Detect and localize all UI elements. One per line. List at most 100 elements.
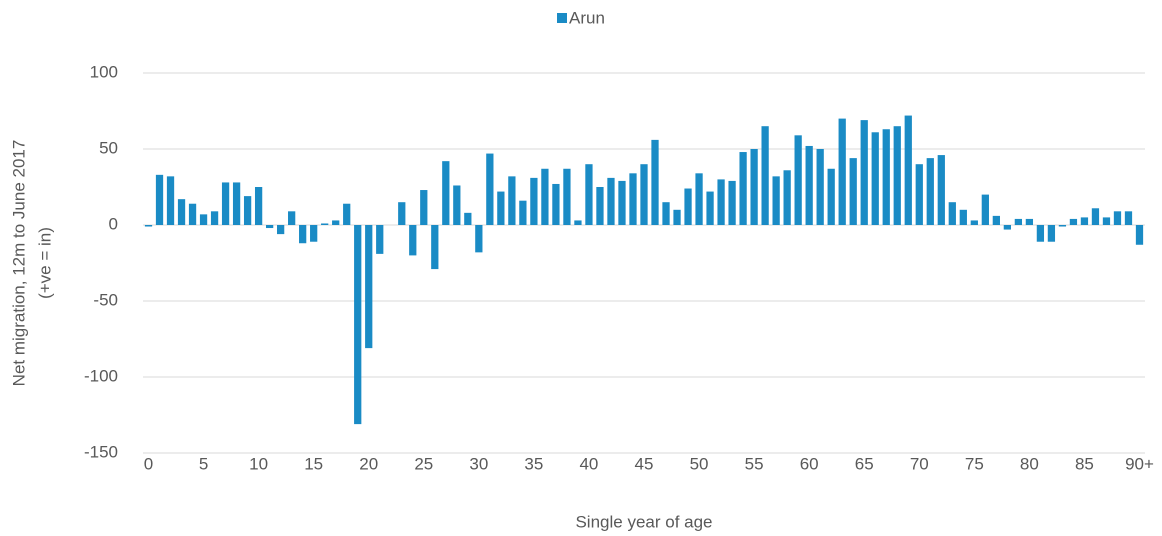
bar: [155, 174, 164, 225]
x-tick-label: 70: [910, 454, 929, 473]
y-tick-label: -150: [84, 442, 118, 461]
x-tick-label: 40: [579, 454, 598, 473]
bar: [277, 225, 285, 235]
bar: [442, 161, 450, 225]
bar: [926, 158, 934, 225]
x-tick-label: 55: [745, 454, 764, 473]
bar: [750, 149, 758, 225]
x-tick-label: 65: [855, 454, 874, 473]
bar: [398, 202, 406, 225]
x-tick-label: 35: [524, 454, 543, 473]
bar: [1047, 225, 1056, 242]
bar: [1058, 225, 1067, 227]
bar: [849, 158, 857, 225]
bar: [1124, 211, 1133, 225]
x-tick-label: 80: [1020, 454, 1039, 473]
bar: [860, 120, 868, 225]
bar: [365, 225, 373, 349]
bar: [1014, 218, 1023, 225]
bar: [1036, 225, 1045, 242]
bar: [970, 220, 978, 225]
bar: [453, 185, 461, 225]
bar: [695, 173, 703, 225]
bar: [530, 177, 538, 225]
bar: [838, 118, 846, 225]
bar: [761, 126, 769, 225]
x-tick-label: 90+: [1125, 454, 1154, 473]
bar: [210, 211, 219, 225]
y-tick-label: 100: [90, 62, 118, 81]
bar: [354, 225, 362, 425]
bar: [871, 132, 879, 225]
bar: [596, 187, 604, 225]
bar: [265, 225, 274, 229]
bar: [310, 225, 318, 242]
bar: [915, 164, 923, 225]
bar: [706, 191, 714, 225]
x-tick-label: 85: [1075, 454, 1094, 473]
bar: [431, 225, 439, 270]
legend-swatch: [557, 13, 567, 23]
bar: [618, 180, 626, 225]
bar: [992, 215, 1000, 225]
bar: [684, 188, 692, 225]
bar: [1113, 211, 1122, 225]
bar: [376, 225, 384, 254]
bar: [409, 225, 417, 256]
bar: [640, 164, 648, 225]
x-tick-label: 10: [249, 454, 268, 473]
bar: [574, 220, 582, 225]
bar: [332, 220, 340, 225]
bar: [144, 225, 153, 227]
bar: [1025, 218, 1034, 225]
y-tick-label: -50: [93, 290, 118, 309]
bar: [739, 152, 747, 225]
bar: [552, 183, 560, 225]
x-tick-label: 25: [414, 454, 433, 473]
bar: [717, 179, 725, 225]
bar: [794, 135, 802, 225]
bar: [904, 115, 912, 225]
bar: [1069, 218, 1078, 225]
legend-label: Arun: [569, 8, 605, 27]
x-tick-label: 45: [635, 454, 654, 473]
bar: [420, 190, 428, 225]
bar: [772, 176, 780, 225]
bar: [254, 187, 263, 225]
bar: [166, 176, 175, 225]
bar: [288, 211, 296, 225]
bar: [893, 126, 901, 225]
bar: [585, 164, 593, 225]
bar: [475, 225, 483, 253]
bar: [177, 199, 186, 225]
x-tick-label: 50: [690, 454, 709, 473]
bar: [937, 155, 945, 225]
bar: [343, 203, 351, 225]
bar: [243, 196, 252, 225]
x-tick-label: 20: [359, 454, 378, 473]
bar: [673, 209, 681, 225]
bar: [199, 214, 208, 225]
bar: [1080, 217, 1089, 225]
bar: [232, 182, 241, 225]
y-tick-label: 0: [109, 214, 118, 233]
x-tick-label: 75: [965, 454, 984, 473]
bar: [497, 191, 505, 225]
bar: [188, 203, 197, 225]
bar: [959, 209, 967, 225]
bar: [816, 149, 824, 225]
bar: [805, 145, 813, 225]
bar: [1091, 208, 1100, 225]
bar: [486, 153, 494, 225]
x-tick-label: 30: [469, 454, 488, 473]
bar: [299, 225, 307, 244]
y-axis-label: (+ve = in): [35, 227, 54, 299]
bar: [221, 182, 230, 225]
bar: [563, 168, 571, 225]
bar: [1102, 217, 1111, 225]
bar: [1003, 225, 1011, 230]
x-tick-label: 0: [144, 454, 153, 473]
x-tick-label: 15: [304, 454, 323, 473]
x-tick-label: 60: [800, 454, 819, 473]
bar: [728, 180, 736, 225]
